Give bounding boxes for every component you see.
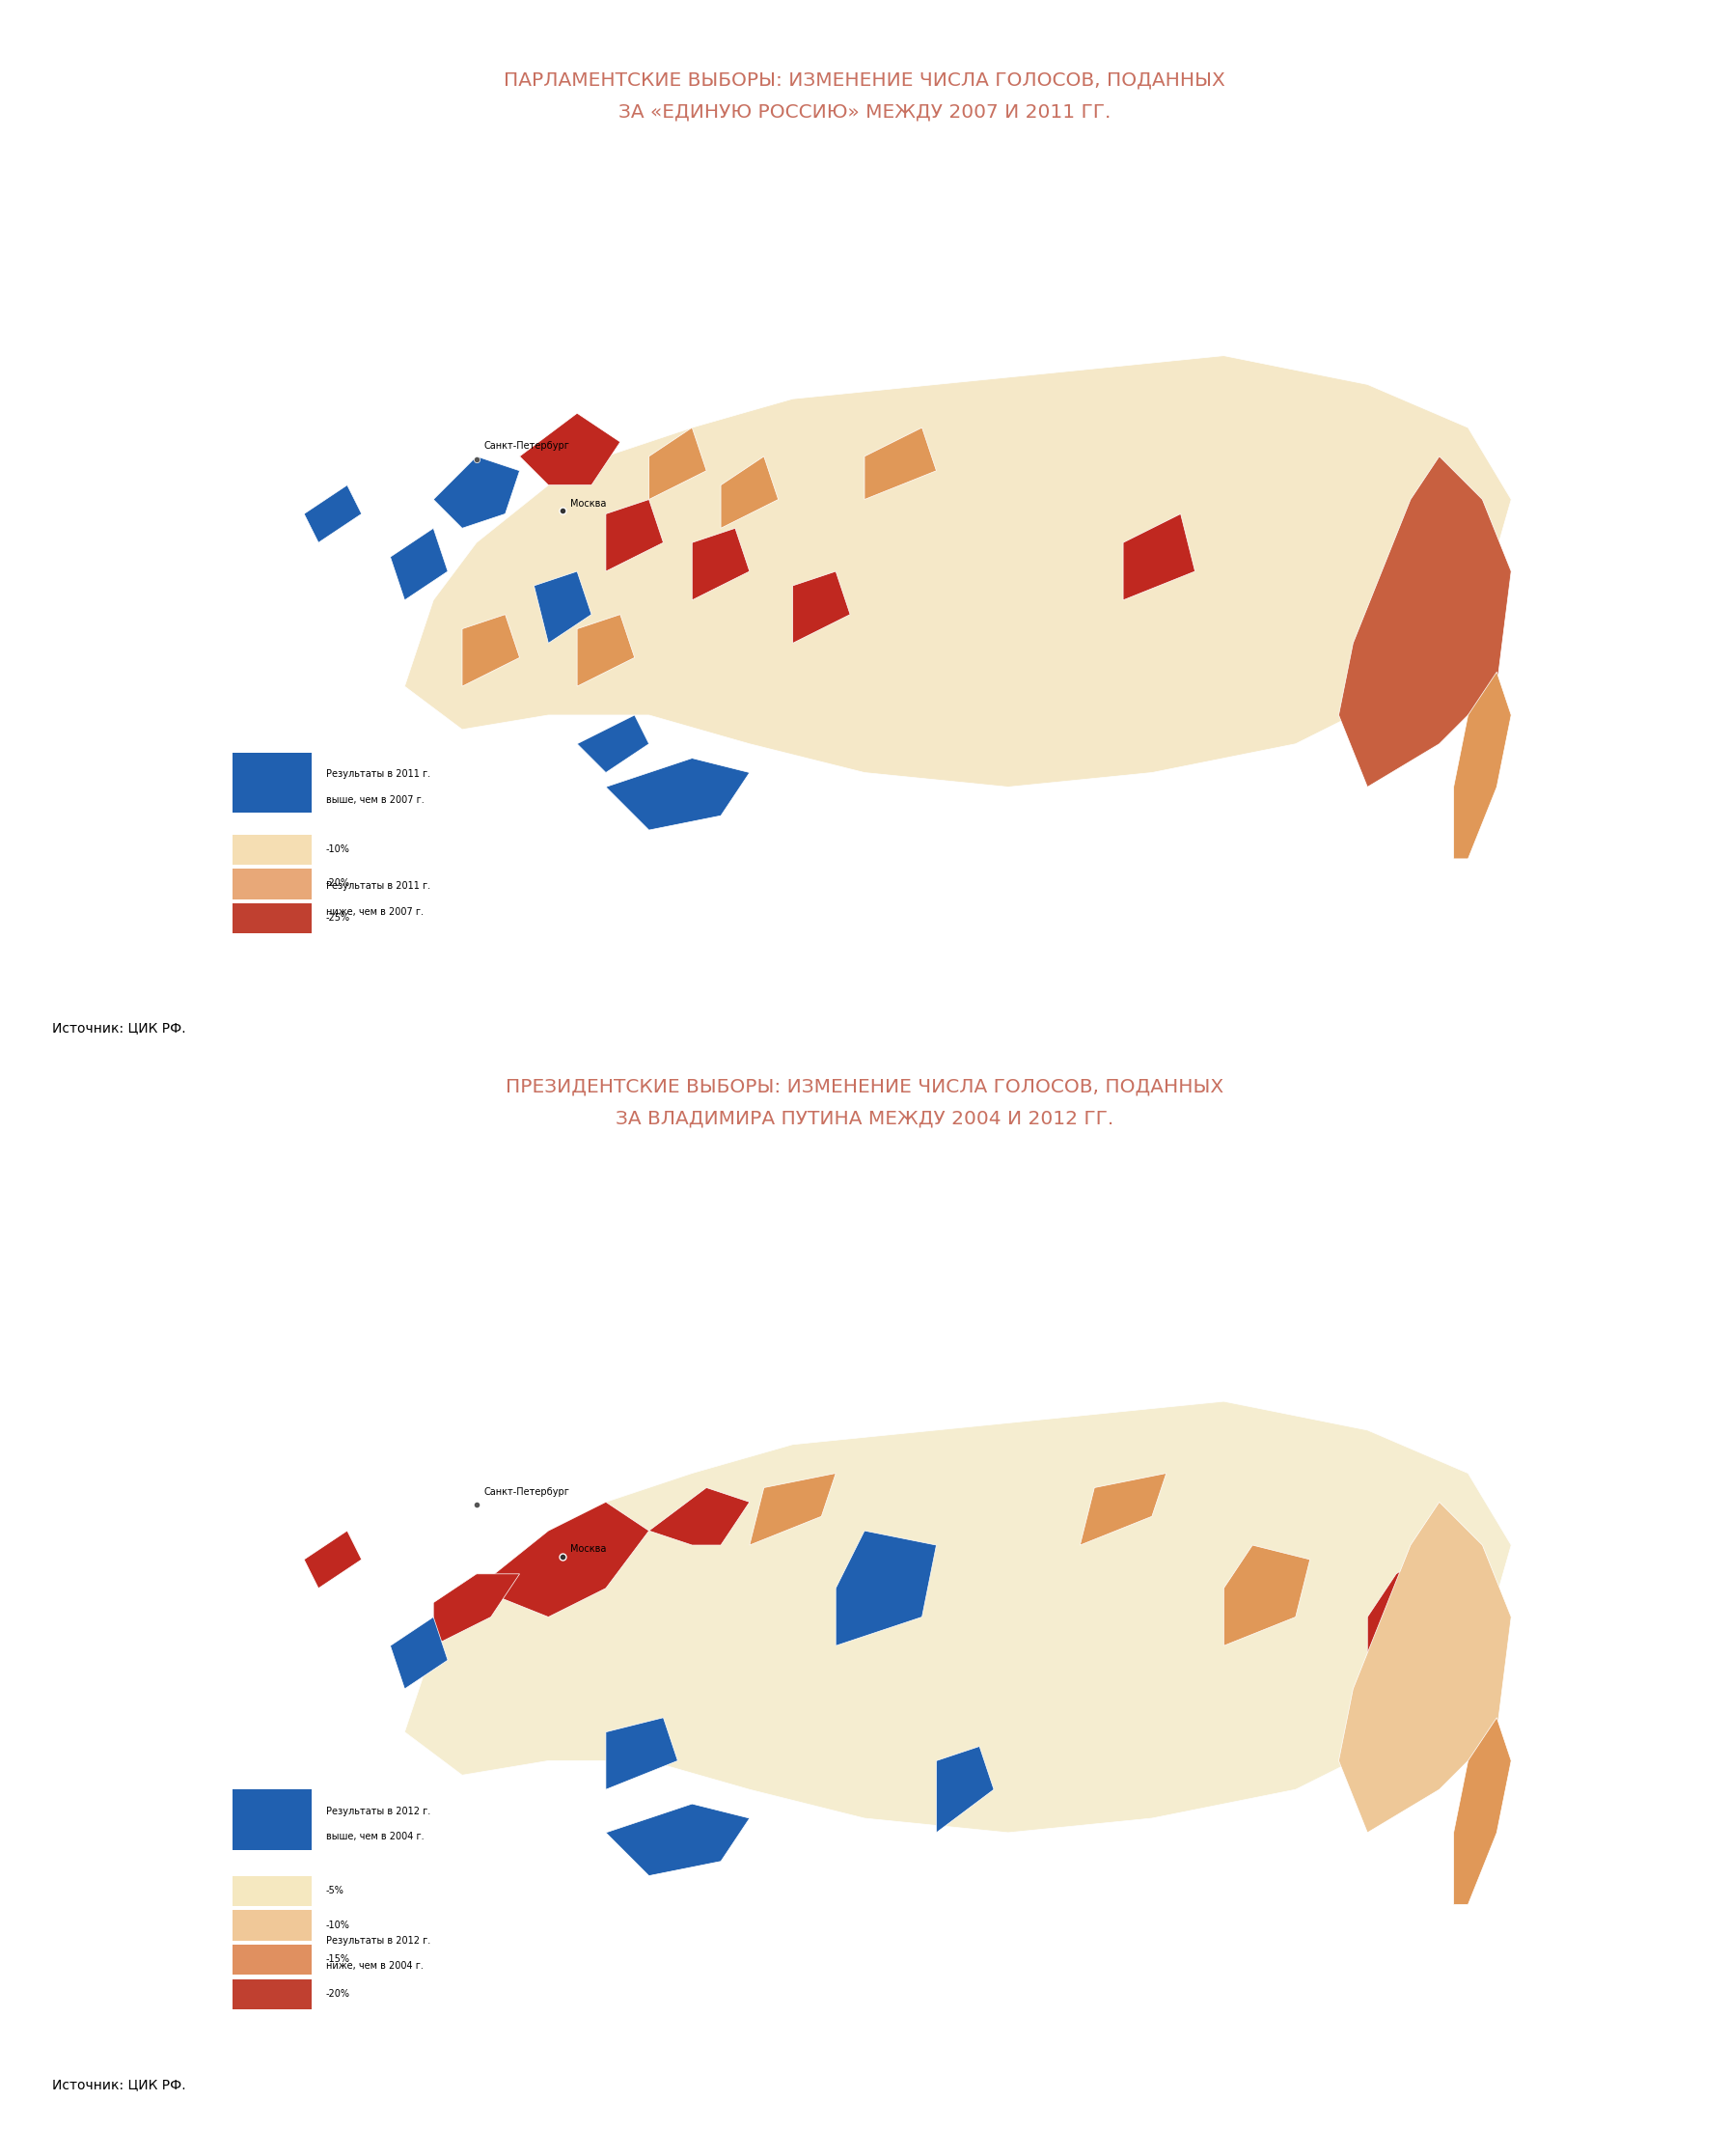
Polygon shape (434, 1574, 520, 1645)
Polygon shape (1081, 1473, 1167, 1546)
Polygon shape (520, 414, 621, 485)
Bar (232, 1945, 311, 1975)
Polygon shape (864, 427, 937, 500)
Text: -20%: -20% (325, 1990, 349, 1999)
Polygon shape (577, 716, 648, 772)
Text: ниже, чем в 2004 г.: ниже, чем в 2004 г. (325, 1962, 424, 1971)
Bar (232, 1789, 311, 1850)
Text: Москва: Москва (571, 1544, 605, 1554)
Polygon shape (1454, 1718, 1511, 1904)
Polygon shape (1368, 1546, 1468, 1688)
Bar (232, 869, 311, 899)
Polygon shape (577, 614, 635, 686)
Polygon shape (648, 1488, 750, 1546)
Text: Санкт-Петербург: Санкт-Петербург (484, 442, 569, 451)
Text: Источник: ЦИК РФ.: Источник: ЦИК РФ. (52, 2078, 185, 2091)
Polygon shape (605, 1805, 750, 1876)
Polygon shape (434, 457, 520, 528)
Polygon shape (1224, 1546, 1311, 1645)
Text: Санкт-Петербург: Санкт-Петербург (484, 1488, 569, 1496)
Polygon shape (405, 356, 1511, 787)
Polygon shape (605, 1718, 678, 1789)
Polygon shape (391, 1617, 448, 1688)
Bar (232, 752, 311, 813)
Polygon shape (750, 1473, 835, 1546)
Text: Москва: Москва (571, 498, 605, 509)
Polygon shape (605, 500, 664, 571)
Polygon shape (721, 457, 778, 528)
Text: ЗА «ЕДИНУЮ РОССИЮ» МЕЖДУ 2007 И 2011 ГГ.: ЗА «ЕДИНУЮ РОССИЮ» МЕЖДУ 2007 И 2011 ГГ. (619, 103, 1110, 121)
Polygon shape (534, 571, 591, 642)
Polygon shape (692, 528, 750, 599)
Polygon shape (405, 1401, 1511, 1833)
Text: выше, чем в 2007 г.: выше, чем в 2007 г. (325, 796, 424, 804)
Text: -25%: -25% (325, 914, 349, 923)
Polygon shape (1454, 673, 1511, 858)
Polygon shape (937, 1746, 994, 1833)
Text: выше, чем в 2004 г.: выше, чем в 2004 г. (325, 1833, 424, 1841)
Text: -20%: -20% (325, 880, 349, 888)
Polygon shape (792, 571, 851, 642)
Polygon shape (477, 1503, 648, 1617)
Text: ЗА ВЛАДИМИРА ПУТИНА МЕЖДУ 2004 И 2012 ГГ.: ЗА ВЛАДИМИРА ПУТИНА МЕЖДУ 2004 И 2012 ГГ… (616, 1110, 1113, 1128)
Polygon shape (1338, 457, 1511, 787)
Text: ниже, чем в 2007 г.: ниже, чем в 2007 г. (325, 908, 424, 916)
Text: Результаты в 2012 г.: Результаты в 2012 г. (325, 1936, 431, 1945)
Polygon shape (605, 759, 750, 830)
Polygon shape (304, 1531, 361, 1589)
Polygon shape (1338, 1503, 1511, 1833)
Text: -10%: -10% (325, 845, 349, 854)
Polygon shape (304, 485, 361, 543)
Text: -10%: -10% (325, 1921, 349, 1930)
Bar (232, 834, 311, 865)
Polygon shape (391, 528, 448, 599)
Polygon shape (1124, 513, 1195, 599)
Polygon shape (835, 1531, 937, 1645)
Text: Результаты в 2011 г.: Результаты в 2011 г. (325, 882, 431, 890)
Bar (232, 1910, 311, 1940)
Text: -15%: -15% (325, 1955, 349, 1964)
Text: Источник: ЦИК РФ.: Источник: ЦИК РФ. (52, 1022, 185, 1035)
Text: -5%: -5% (325, 1886, 344, 1895)
Bar (232, 1979, 311, 2009)
Text: ПАРЛАМЕНТСКИЕ ВЫБОРЫ: ИЗМЕНЕНИЕ ЧИСЛА ГОЛОСОВ, ПОДАННЫХ: ПАРЛАМЕНТСКИЕ ВЫБОРЫ: ИЗМЕНЕНИЕ ЧИСЛА ГО… (503, 71, 1226, 88)
Polygon shape (648, 427, 707, 500)
Text: Результаты в 2011 г.: Результаты в 2011 г. (325, 770, 431, 778)
Bar (232, 1876, 311, 1906)
Bar (232, 903, 311, 934)
Text: ПРЕЗИДЕНТСКИЕ ВЫБОРЫ: ИЗМЕНЕНИЕ ЧИСЛА ГОЛОСОВ, ПОДАННЫХ: ПРЕЗИДЕНТСКИЕ ВЫБОРЫ: ИЗМЕНЕНИЕ ЧИСЛА ГО… (505, 1078, 1224, 1095)
Polygon shape (462, 614, 520, 686)
Text: Результаты в 2012 г.: Результаты в 2012 г. (325, 1807, 431, 1815)
